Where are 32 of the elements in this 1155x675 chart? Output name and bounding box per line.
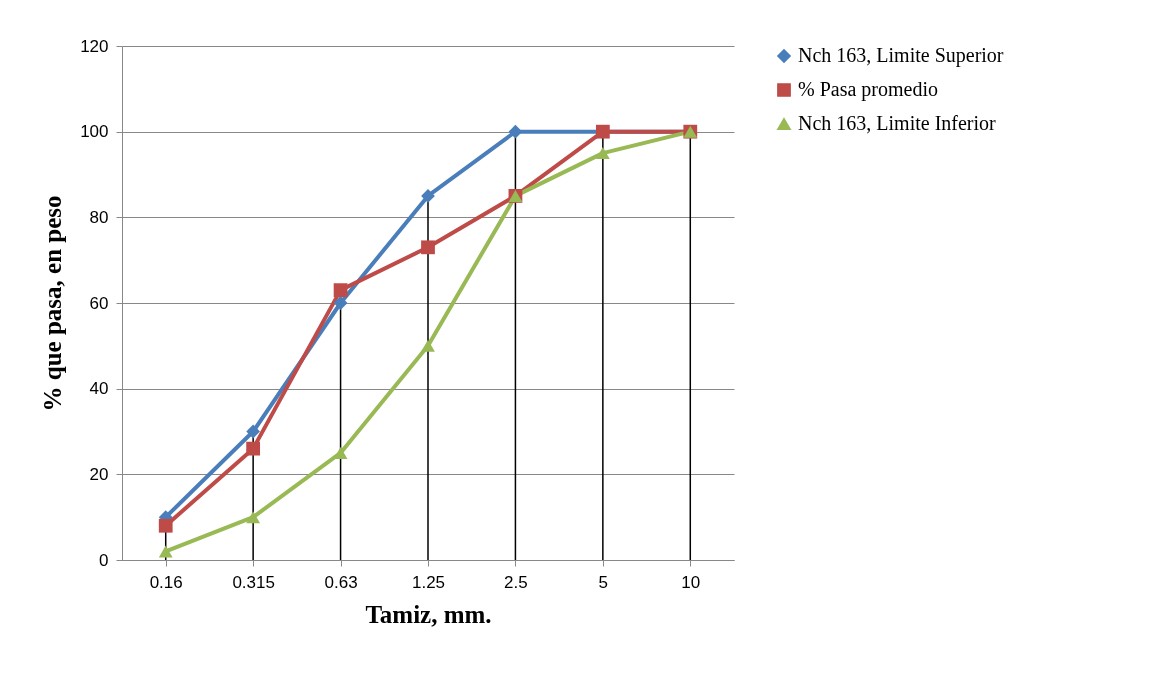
x-tick-label: 5	[598, 572, 609, 592]
point	[595, 147, 610, 160]
y-axis-title: % que pasa, en peso	[39, 195, 67, 412]
legend-label: Nch 163, Limite Superior	[798, 44, 1004, 67]
point	[158, 518, 173, 533]
y-tick-label: 100	[80, 122, 109, 142]
point	[246, 424, 261, 439]
x-tick-label: 1.25	[411, 572, 446, 592]
point	[333, 296, 348, 310]
x-tick-label: 10	[681, 572, 701, 592]
x-tick-label: 0.16	[149, 572, 183, 592]
legend-label: % Pasa promedio	[798, 78, 938, 101]
point	[333, 446, 348, 459]
point	[158, 545, 173, 558]
x-tick-label: 0.315	[232, 572, 275, 592]
y-tick-label: 0	[99, 550, 109, 570]
legend-label: Nch 163, Limite Inferior	[798, 112, 997, 134]
y-tick-label: 80	[89, 207, 109, 227]
point	[246, 511, 261, 524]
y-tick-label: 20	[89, 464, 109, 484]
x-axis-title: Tamiz, mm.	[365, 600, 492, 628]
point	[246, 441, 261, 456]
y-tick-label: 120	[80, 36, 109, 56]
y-tick-label: 40	[89, 379, 109, 399]
point	[333, 283, 348, 298]
point	[421, 240, 435, 255]
y-tick-label: 60	[89, 293, 109, 313]
point	[508, 124, 523, 139]
point	[421, 189, 435, 203]
x-tick-label: 0.63	[324, 572, 358, 592]
point	[421, 339, 435, 352]
x-tick-label: 2.5	[504, 572, 528, 592]
